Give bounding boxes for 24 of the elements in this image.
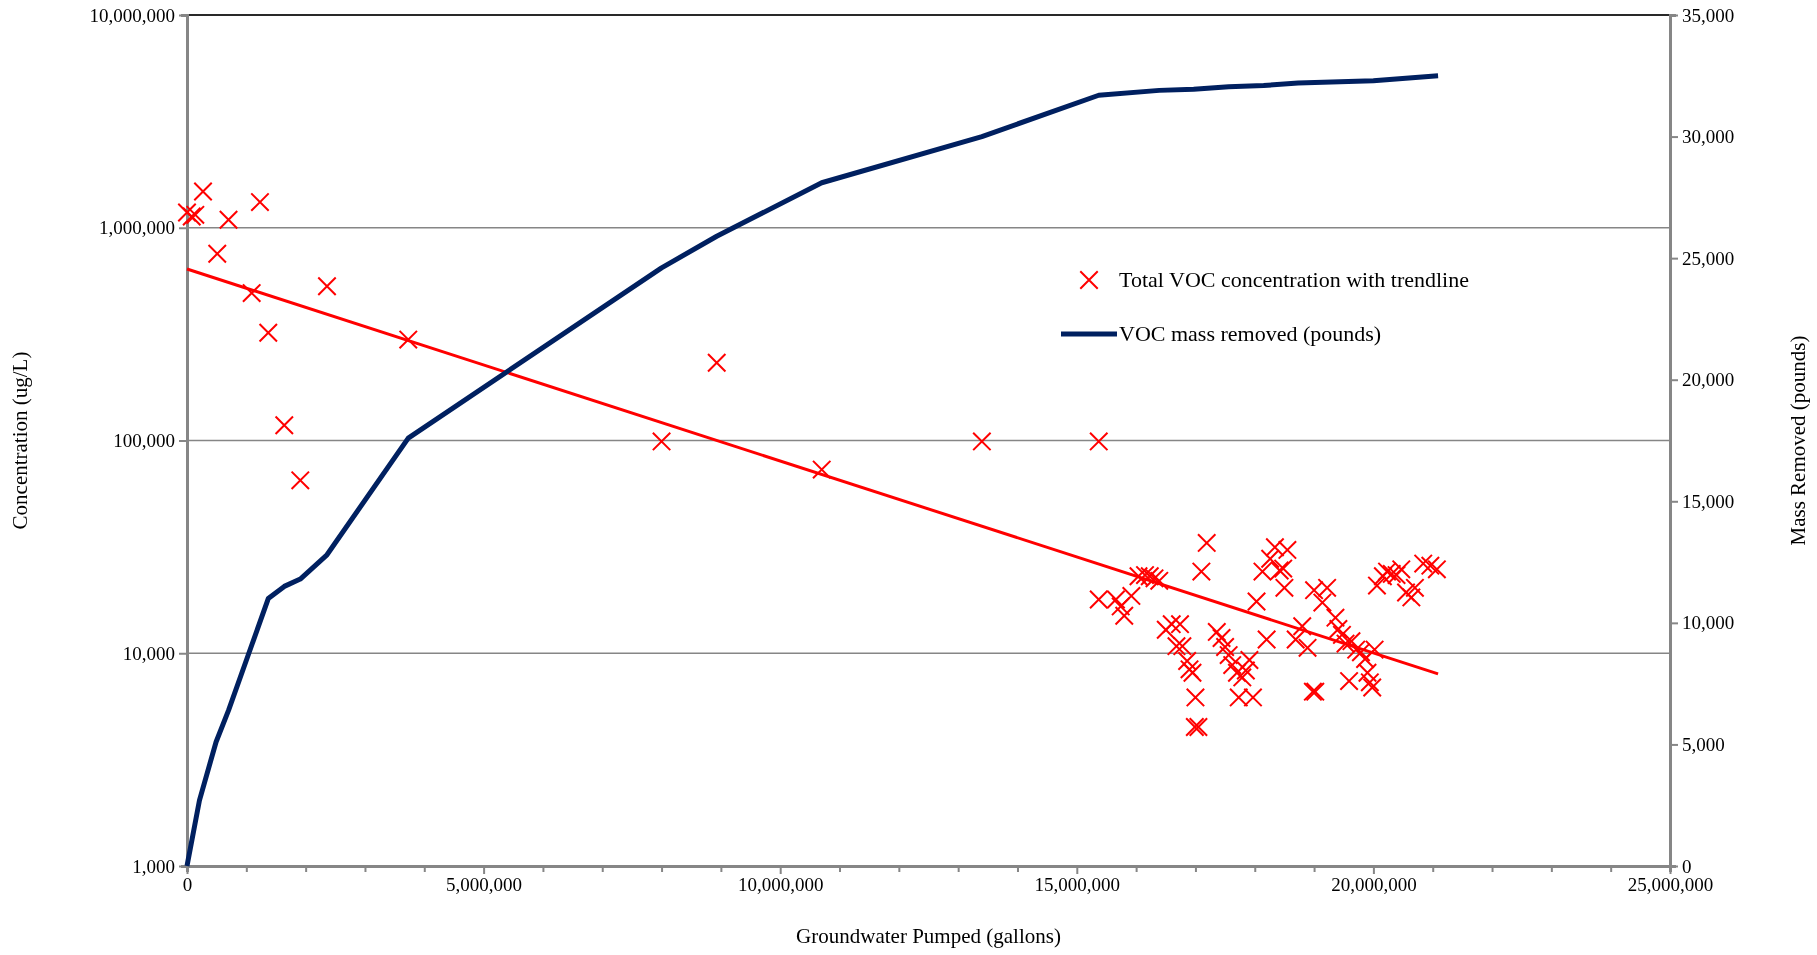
x-tick-label: 25,000,000 (1627, 874, 1714, 896)
y-tick-label: 10,000 (122, 642, 175, 664)
x-tick-label: 20,000,000 (1331, 874, 1417, 896)
y-axis-title: Concentration (ug/L) (8, 351, 32, 530)
y2-tick-label: 15,000 (1682, 490, 1735, 512)
x-axis-title: Groundwater Pumped (gallons) (796, 924, 1061, 948)
legend-label: Total VOC concentration with trendline (1119, 267, 1469, 292)
y-tick-label: 10,000,000 (89, 4, 175, 26)
x-tick-label: 10,000,000 (737, 874, 824, 896)
y-tick-label: 1,000 (132, 855, 175, 877)
y2-tick-label: 10,000 (1682, 612, 1735, 634)
y2-axis-title: Mass Removed (pounds) (1786, 335, 1810, 546)
y2-tick-label: 0 (1682, 855, 1692, 877)
y2-tick-label: 25,000 (1682, 247, 1735, 269)
y2-tick-label: 30,000 (1682, 126, 1735, 148)
y-tick-label: 1,000,000 (99, 217, 175, 239)
legend-label: VOC mass removed (pounds) (1119, 321, 1382, 346)
x-tick-label: 0 (182, 874, 193, 896)
x-tick-label: 15,000,000 (1034, 874, 1121, 896)
y-tick-label: 100,000 (113, 430, 175, 452)
x-tick-label: 5,000,000 (446, 874, 523, 896)
y2-tick-label: 5,000 (1682, 734, 1725, 756)
y2-tick-label: 20,000 (1682, 369, 1735, 391)
y2-tick-label: 35,000 (1682, 4, 1735, 26)
